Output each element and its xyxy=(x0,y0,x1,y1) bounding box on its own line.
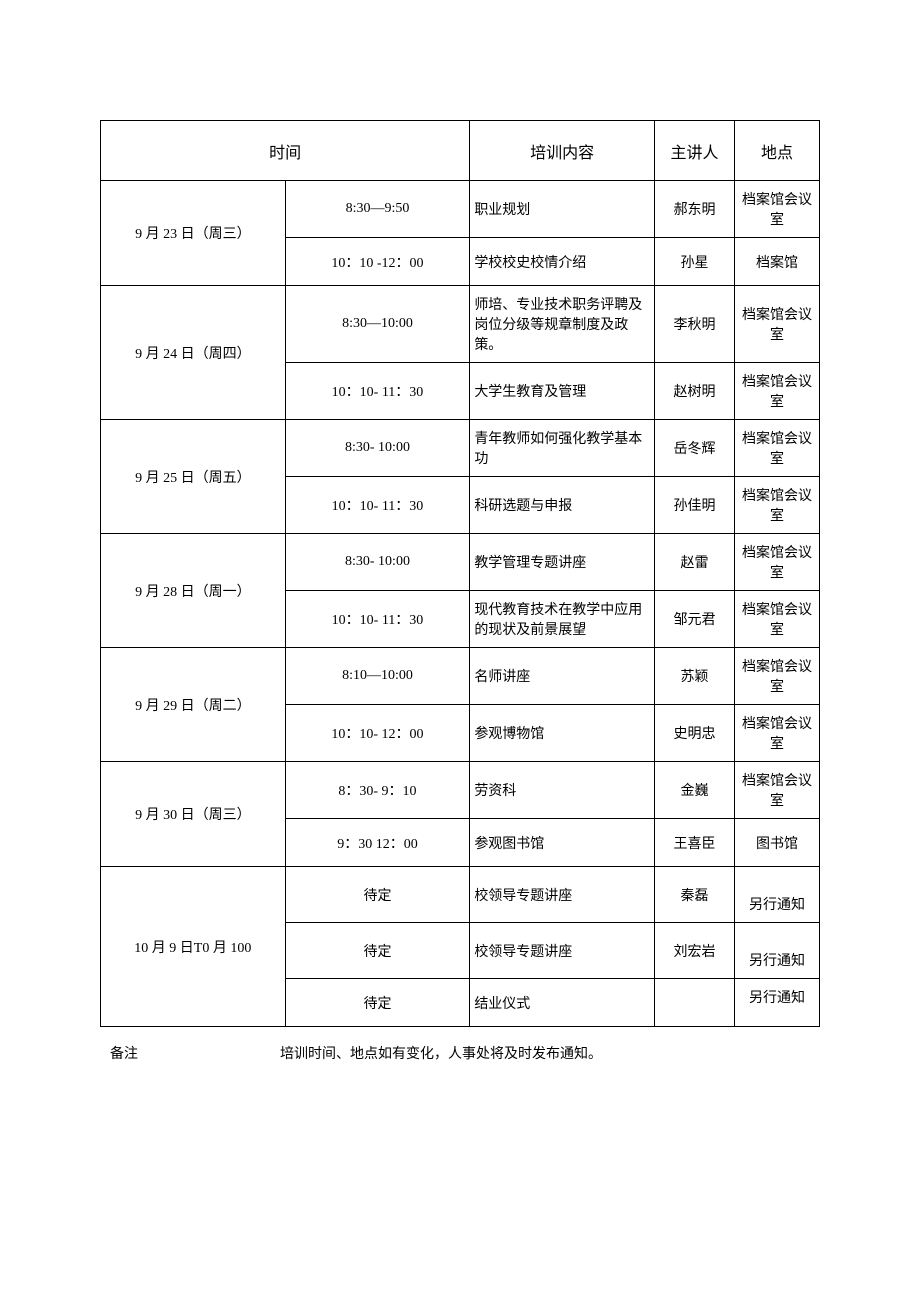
content-cell: 教学管理专题讲座 xyxy=(470,534,655,591)
time-cell: 10：10- 11：30 xyxy=(285,477,470,534)
location-cell: 档案馆会议室 xyxy=(735,648,820,705)
content-cell: 结业仪式 xyxy=(470,979,655,1027)
speaker-cell: 史明忠 xyxy=(655,705,735,762)
time-cell: 9：30 12：00 xyxy=(285,819,470,867)
location-cell: 档案馆会议室 xyxy=(735,591,820,648)
speaker-cell: 赵雷 xyxy=(655,534,735,591)
speaker-cell: 秦磊 xyxy=(655,867,735,923)
time-cell: 8:30- 10:00 xyxy=(285,534,470,591)
location-cell: 档案馆会议室 xyxy=(735,534,820,591)
speaker-cell: 孙星 xyxy=(655,238,735,286)
content-cell: 大学生教育及管理 xyxy=(470,363,655,420)
speaker-cell xyxy=(655,979,735,1027)
time-cell: 10：10 -12：00 xyxy=(285,238,470,286)
speaker-cell: 邹元君 xyxy=(655,591,735,648)
time-cell: 10：10- 11：30 xyxy=(285,363,470,420)
time-cell: 8:30—10:00 xyxy=(285,286,470,363)
time-cell: 10：10- 11：30 xyxy=(285,591,470,648)
time-cell: 8:30- 10:00 xyxy=(285,420,470,477)
content-cell: 参观博物馆 xyxy=(470,705,655,762)
location-cell: 档案馆会议室 xyxy=(735,363,820,420)
location-cell: 另行通知 xyxy=(735,979,820,1027)
location-cell: 档案馆会议室 xyxy=(735,705,820,762)
table-row: 9 月 28 日（周一） 8:30- 10:00 教学管理专题讲座 赵雷 档案馆… xyxy=(101,534,820,591)
note-text: 培训时间、地点如有变化，人事处将及时发布通知。 xyxy=(220,1043,820,1063)
speaker-cell: 金巍 xyxy=(655,762,735,819)
content-cell: 校领导专题讲座 xyxy=(470,867,655,923)
date-cell: 9 月 23 日（周三） xyxy=(101,181,286,286)
table-row: 9 月 29 日（周二） 8:10—10:00 名师讲座 苏颖 档案馆会议室 xyxy=(101,648,820,705)
speaker-cell: 赵树明 xyxy=(655,363,735,420)
content-cell: 青年教师如何强化教学基本功 xyxy=(470,420,655,477)
speaker-cell: 苏颖 xyxy=(655,648,735,705)
time-cell: 待定 xyxy=(285,923,470,979)
speaker-cell: 郝东明 xyxy=(655,181,735,238)
location-cell: 另行通知 xyxy=(735,867,820,923)
speaker-cell: 孙佳明 xyxy=(655,477,735,534)
time-cell: 8:10—10:00 xyxy=(285,648,470,705)
date-cell: 9 月 30 日（周三） xyxy=(101,762,286,867)
content-cell: 现代教育技术在教学中应用的现状及前景展望 xyxy=(470,591,655,648)
table-row: 10 月 9 日T0 月 100 待定 校领导专题讲座 秦磊 另行通知 xyxy=(101,867,820,923)
location-cell: 图书馆 xyxy=(735,819,820,867)
speaker-cell: 刘宏岩 xyxy=(655,923,735,979)
speaker-cell: 王喜臣 xyxy=(655,819,735,867)
location-cell: 档案馆会议室 xyxy=(735,420,820,477)
header-content: 培训内容 xyxy=(470,121,655,181)
content-cell: 参观图书馆 xyxy=(470,819,655,867)
content-cell: 师培、专业技术职务评聘及岗位分级等规章制度及政策。 xyxy=(470,286,655,363)
date-cell: 9 月 24 日（周四） xyxy=(101,286,286,420)
note-row: 备注 培训时间、地点如有变化，人事处将及时发布通知。 xyxy=(100,1043,820,1063)
table-row: 9 月 23 日（周三） 8:30—9:50 职业规划 郝东明 档案馆会议室 xyxy=(101,181,820,238)
date-cell: 10 月 9 日T0 月 100 xyxy=(101,867,286,1027)
content-cell: 校领导专题讲座 xyxy=(470,923,655,979)
time-cell: 待定 xyxy=(285,867,470,923)
location-cell: 档案馆会议室 xyxy=(735,477,820,534)
time-cell: 8:30—9:50 xyxy=(285,181,470,238)
table-row: 9 月 24 日（周四） 8:30—10:00 师培、专业技术职务评聘及岗位分级… xyxy=(101,286,820,363)
table-row: 9 月 30 日（周三） 8：30- 9：10 劳资科 金巍 档案馆会议室 xyxy=(101,762,820,819)
location-cell: 档案馆会议室 xyxy=(735,762,820,819)
speaker-cell: 岳冬辉 xyxy=(655,420,735,477)
location-cell: 档案馆会议室 xyxy=(735,286,820,363)
date-cell: 9 月 25 日（周五） xyxy=(101,420,286,534)
content-cell: 劳资科 xyxy=(470,762,655,819)
location-cell: 另行通知 xyxy=(735,923,820,979)
note-label: 备注 xyxy=(100,1043,220,1063)
table-header-row: 时间 培训内容 主讲人 地点 xyxy=(101,121,820,181)
date-cell: 9 月 29 日（周二） xyxy=(101,648,286,762)
table-row: 9 月 25 日（周五） 8:30- 10:00 青年教师如何强化教学基本功 岳… xyxy=(101,420,820,477)
location-cell: 档案馆会议室 xyxy=(735,181,820,238)
date-cell: 9 月 28 日（周一） xyxy=(101,534,286,648)
time-cell: 10：10- 12：00 xyxy=(285,705,470,762)
content-cell: 科研选题与申报 xyxy=(470,477,655,534)
header-location: 地点 xyxy=(735,121,820,181)
speaker-cell: 李秋明 xyxy=(655,286,735,363)
header-speaker: 主讲人 xyxy=(655,121,735,181)
time-cell: 8：30- 9：10 xyxy=(285,762,470,819)
content-cell: 名师讲座 xyxy=(470,648,655,705)
content-cell: 学校校史校情介绍 xyxy=(470,238,655,286)
header-time: 时间 xyxy=(101,121,470,181)
content-cell: 职业规划 xyxy=(470,181,655,238)
schedule-table: 时间 培训内容 主讲人 地点 9 月 23 日（周三） 8:30—9:50 职业… xyxy=(100,120,820,1027)
time-cell: 待定 xyxy=(285,979,470,1027)
location-cell: 档案馆 xyxy=(735,238,820,286)
